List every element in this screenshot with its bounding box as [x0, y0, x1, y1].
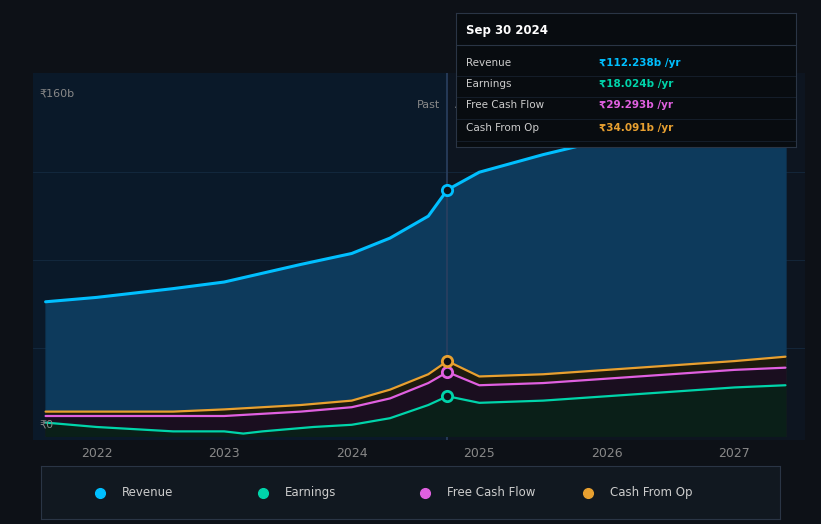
Text: Revenue: Revenue: [122, 486, 174, 499]
Text: Cash From Op: Cash From Op: [466, 123, 539, 133]
Point: [441, 392, 454, 400]
Text: ₹34.091b /yr: ₹34.091b /yr: [599, 123, 673, 133]
Point: [441, 185, 454, 194]
Text: Sep 30 2024: Sep 30 2024: [466, 24, 548, 37]
Text: Revenue: Revenue: [466, 58, 511, 68]
Point: [441, 357, 454, 365]
Text: Free Cash Flow: Free Cash Flow: [447, 486, 536, 499]
Point: [441, 368, 454, 376]
Bar: [447, 73, 805, 440]
Bar: [33, 73, 447, 440]
Text: Free Cash Flow: Free Cash Flow: [466, 100, 544, 110]
Text: Analysts Forecasts: Analysts Forecasts: [455, 100, 558, 110]
Text: Earnings: Earnings: [285, 486, 337, 499]
Text: ₹29.293b /yr: ₹29.293b /yr: [599, 100, 672, 110]
Text: Earnings: Earnings: [466, 79, 511, 89]
Text: ₹160b: ₹160b: [39, 89, 75, 99]
Text: ₹18.024b /yr: ₹18.024b /yr: [599, 79, 673, 89]
Text: ₹112.238b /yr: ₹112.238b /yr: [599, 58, 681, 68]
Text: Past: Past: [416, 100, 440, 110]
Text: Cash From Op: Cash From Op: [610, 486, 692, 499]
Text: ₹0: ₹0: [39, 419, 53, 429]
